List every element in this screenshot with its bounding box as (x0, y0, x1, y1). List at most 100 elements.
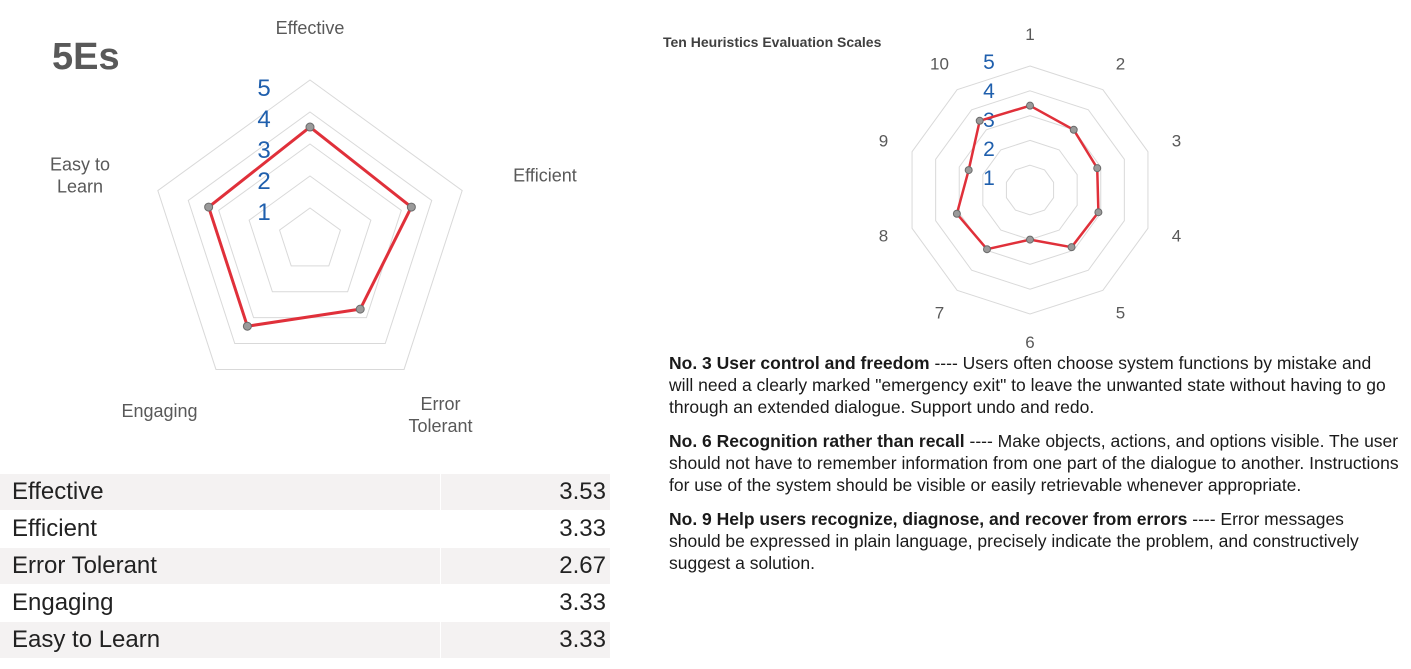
scale-label: 1 (257, 199, 270, 226)
grid-ring-5 (911, 65, 1149, 315)
scale-label: 2 (983, 138, 995, 161)
axis-label: 3 (1172, 132, 1181, 151)
scale-label: 1 (983, 167, 995, 190)
axis-label: 9 (879, 132, 888, 151)
metric-name: Error Tolerant (0, 547, 442, 585)
separator: ---- (1187, 509, 1221, 529)
axis-label: Engaging (121, 401, 197, 421)
heuristic-heading: No. 3 User control and freedom (669, 353, 930, 373)
axis-label-line: 6 (1025, 333, 1034, 352)
axis-label-line: 3 (1172, 132, 1181, 151)
scale-label: 2 (257, 168, 270, 195)
axis-label-line: Effective (276, 18, 345, 38)
chart-title-5es: 5Es (52, 36, 120, 78)
grid-ring-3 (958, 115, 1102, 265)
scale-label: 4 (983, 80, 995, 103)
axis-label: 1 (1025, 25, 1034, 44)
metric-name: Effective (0, 474, 442, 511)
metric-name: Easy to Learn (0, 621, 442, 659)
data-point (975, 116, 984, 125)
axis-label: 10 (930, 55, 949, 74)
data-point (1026, 235, 1034, 244)
radar-chart-2: 1 2 3 4 5 6 7 8 9 10 5 4 3 2 1 Ten Heuristics Evaluatio… (663, 25, 1181, 352)
data-point (406, 202, 416, 212)
heuristic-note: No. 6 Recognition rather than recall ---… (669, 430, 1399, 496)
metric-value: 3.53 (440, 474, 610, 511)
metric-value: 3.33 (440, 510, 610, 548)
axis-label: Effective (276, 18, 345, 38)
axis-label: 7 (935, 304, 944, 323)
grid-ring-1 (278, 207, 342, 267)
separator: ---- (964, 431, 998, 451)
axis-label-line: 7 (935, 304, 944, 323)
axis-label: 2 (1116, 55, 1125, 74)
scale-label: 3 (983, 109, 995, 132)
heuristics-notes: No. 3 User control and freedom ---- User… (669, 352, 1399, 586)
scale-label: 3 (257, 137, 270, 164)
table-row: Engaging 3.33 (0, 584, 610, 622)
data-point (355, 304, 365, 314)
table-row: Easy to Learn 3.33 (0, 621, 610, 659)
heuristic-description: Error messages should be expressed in pl… (669, 509, 1359, 573)
metric-name: Efficient (0, 510, 442, 548)
data-point (1069, 125, 1078, 134)
metric-value: 2.67 (440, 547, 610, 585)
grid-ring-4 (935, 90, 1125, 290)
scale-label: 5 (257, 75, 270, 102)
data-point (1026, 101, 1034, 110)
data-point (964, 166, 973, 175)
data-point (1067, 243, 1076, 252)
axis-label-line: 5 (1116, 304, 1125, 323)
axis-label: 6 (1025, 333, 1034, 352)
axis-label: Error Tolerant (408, 394, 472, 436)
table-row: Effective 3.53 (0, 474, 610, 511)
axis-label: Easy to Learn (50, 154, 110, 196)
grid-ring-1 (1005, 164, 1055, 216)
axis-label: Efficient (513, 165, 577, 185)
axis-label-line: 10 (930, 55, 949, 74)
data-point (204, 202, 214, 212)
axis-label-line: Tolerant (408, 416, 472, 436)
data-point (952, 209, 961, 218)
data-point (305, 122, 315, 132)
axis-label: 8 (879, 227, 888, 246)
heuristic-note: No. 3 User control and freedom ---- User… (669, 352, 1399, 418)
table-row: Error Tolerant 2.67 (0, 547, 610, 585)
axis-label-line: 4 (1172, 227, 1181, 246)
heuristic-note: No. 9 Help users recognize, diagnose, an… (669, 508, 1399, 574)
grid-ring-5 (157, 79, 463, 370)
axis-label-line: Engaging (121, 401, 197, 421)
axis-label-line: Easy to (50, 154, 110, 174)
data-point (1093, 164, 1102, 173)
heuristic-description: Make objects, actions, and options visib… (669, 431, 1399, 495)
data-point (242, 321, 252, 331)
heuristic-description: Users often choose system functions by m… (669, 353, 1386, 417)
radar-chart-1: Effective Efficient Error Tolerant Engaging E… (50, 18, 577, 436)
axis-label: 4 (1172, 227, 1181, 246)
grid-ring-2 (982, 139, 1078, 241)
axis-label-line: 2 (1116, 55, 1125, 74)
grid-ring-4 (187, 111, 433, 345)
series-line (207, 125, 413, 328)
metric-value: 3.33 (440, 621, 610, 659)
data-point (1094, 208, 1103, 217)
chart-title: Ten Heuristics Evaluation Scales (663, 34, 882, 50)
table-row: Efficient 3.33 (0, 510, 610, 548)
scale-label: 4 (257, 106, 270, 133)
axis-label-line: 8 (879, 227, 888, 246)
axis-label-line: 9 (879, 132, 888, 151)
scale-label: 5 (983, 51, 995, 74)
data-point (982, 245, 991, 254)
score-table: Effective 3.53 Efficient 3.33 Error Tolerant… (0, 474, 610, 659)
metric-value: 3.33 (440, 584, 610, 622)
grid-ring-2 (248, 175, 372, 293)
heuristic-heading: No. 9 Help users recognize, diagnose, an… (669, 509, 1188, 529)
axis-label-line: Efficient (513, 165, 577, 185)
axis-label-line: 1 (1025, 25, 1034, 44)
separator: ---- (929, 353, 963, 373)
heuristic-heading: No. 6 Recognition rather than recall (669, 431, 965, 451)
axis-label-line: Error (420, 394, 460, 414)
axis-label: 5 (1116, 304, 1125, 323)
metric-name: Engaging (0, 584, 442, 622)
